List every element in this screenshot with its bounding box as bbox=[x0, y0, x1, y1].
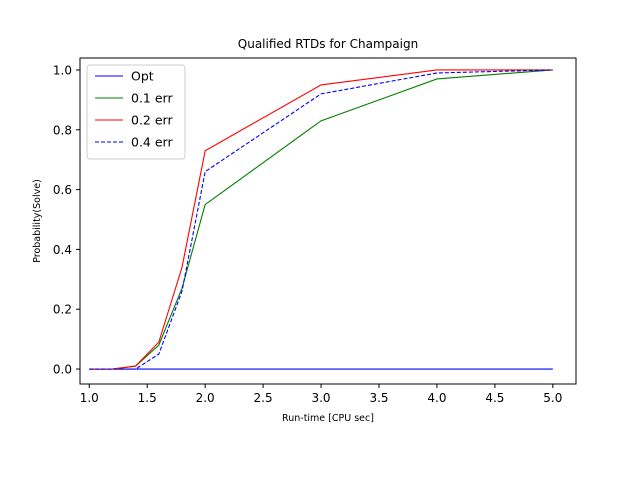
y-tick-label: 0.0 bbox=[53, 363, 72, 377]
y-tick-label: 0.8 bbox=[53, 123, 72, 137]
series-line bbox=[89, 69, 553, 370]
chart-title: Qualified RTDs for Champaign bbox=[238, 37, 418, 51]
x-tick-label: 2.0 bbox=[196, 391, 215, 405]
plot-frame bbox=[79, 57, 577, 385]
legend-label: 0.2 err bbox=[131, 113, 173, 128]
x-tick-label: 3.0 bbox=[311, 391, 330, 405]
x-tick-label: 1.5 bbox=[138, 391, 157, 405]
legend-label: 0.4 err bbox=[131, 135, 173, 150]
legend-label: 0.1 err bbox=[131, 91, 173, 106]
x-tick-label: 5.0 bbox=[543, 391, 562, 405]
x-axis-label: Run-time [CPU sec] bbox=[282, 413, 374, 424]
axis-ticks: 1.0 1.5 2.0 2.5 3.0 3.5 4.0 4.5 5.0 0.0 0.2 0.4 0.6 0… bbox=[53, 63, 562, 405]
plot-area bbox=[89, 69, 553, 370]
y-tick-label: 0.2 bbox=[53, 303, 72, 317]
x-tick-label: 2.5 bbox=[254, 391, 273, 405]
legend: Opt 0.1 err 0.2 err 0.4 err bbox=[86, 64, 186, 160]
legend-label: Opt bbox=[131, 69, 154, 84]
y-tick-label: 0.6 bbox=[53, 183, 72, 197]
y-tick-label: 0.4 bbox=[53, 243, 72, 257]
y-tick-label: 1.0 bbox=[53, 63, 72, 77]
y-axis-label: Probability(Solve) bbox=[32, 179, 43, 263]
x-tick-label: 3.5 bbox=[369, 391, 388, 405]
x-tick-label: 4.0 bbox=[427, 391, 446, 405]
x-tick-label: 1.0 bbox=[80, 391, 99, 405]
series-line bbox=[89, 69, 553, 370]
legend-box bbox=[86, 64, 186, 160]
x-tick-label: 4.5 bbox=[485, 391, 504, 405]
